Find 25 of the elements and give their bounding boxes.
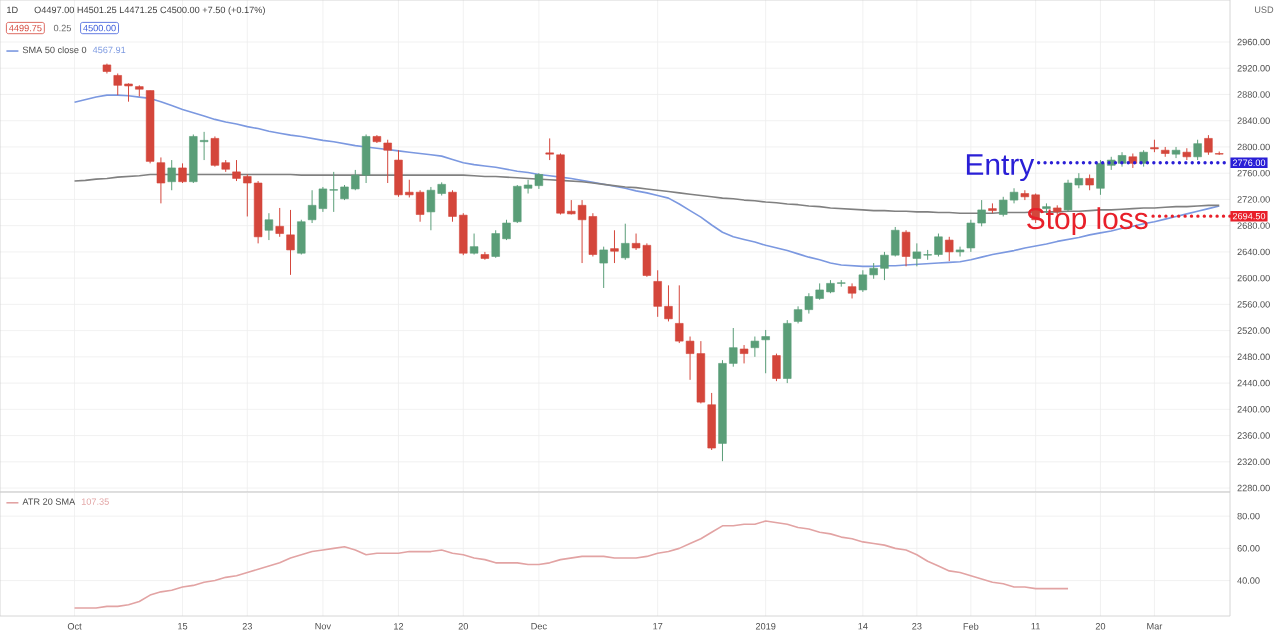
candlestick [610, 229, 619, 264]
candlestick [156, 156, 166, 204]
candlestick [383, 139, 392, 184]
candlestick [847, 282, 857, 299]
candlestick [761, 329, 770, 374]
candlestick [901, 229, 911, 267]
ref-line-label: Stop loss [1027, 207, 1148, 236]
candlestick [739, 344, 749, 364]
candlestick [297, 219, 306, 256]
candlestick [599, 246, 608, 289]
candlestick [1193, 139, 1202, 161]
candlestick [469, 233, 479, 256]
candlestick [167, 159, 176, 191]
candlestick [275, 207, 284, 238]
candlestick [772, 353, 781, 382]
candlestick [707, 392, 716, 451]
candlestick [286, 209, 295, 276]
candlestick [621, 223, 630, 261]
ref-line-label: Entry [966, 154, 1035, 182]
candlestick [750, 336, 760, 358]
candlestick [945, 236, 954, 262]
candlestick [264, 212, 274, 241]
candlestick [1171, 146, 1181, 159]
candlestick [178, 162, 187, 184]
candlestick [1204, 134, 1213, 156]
